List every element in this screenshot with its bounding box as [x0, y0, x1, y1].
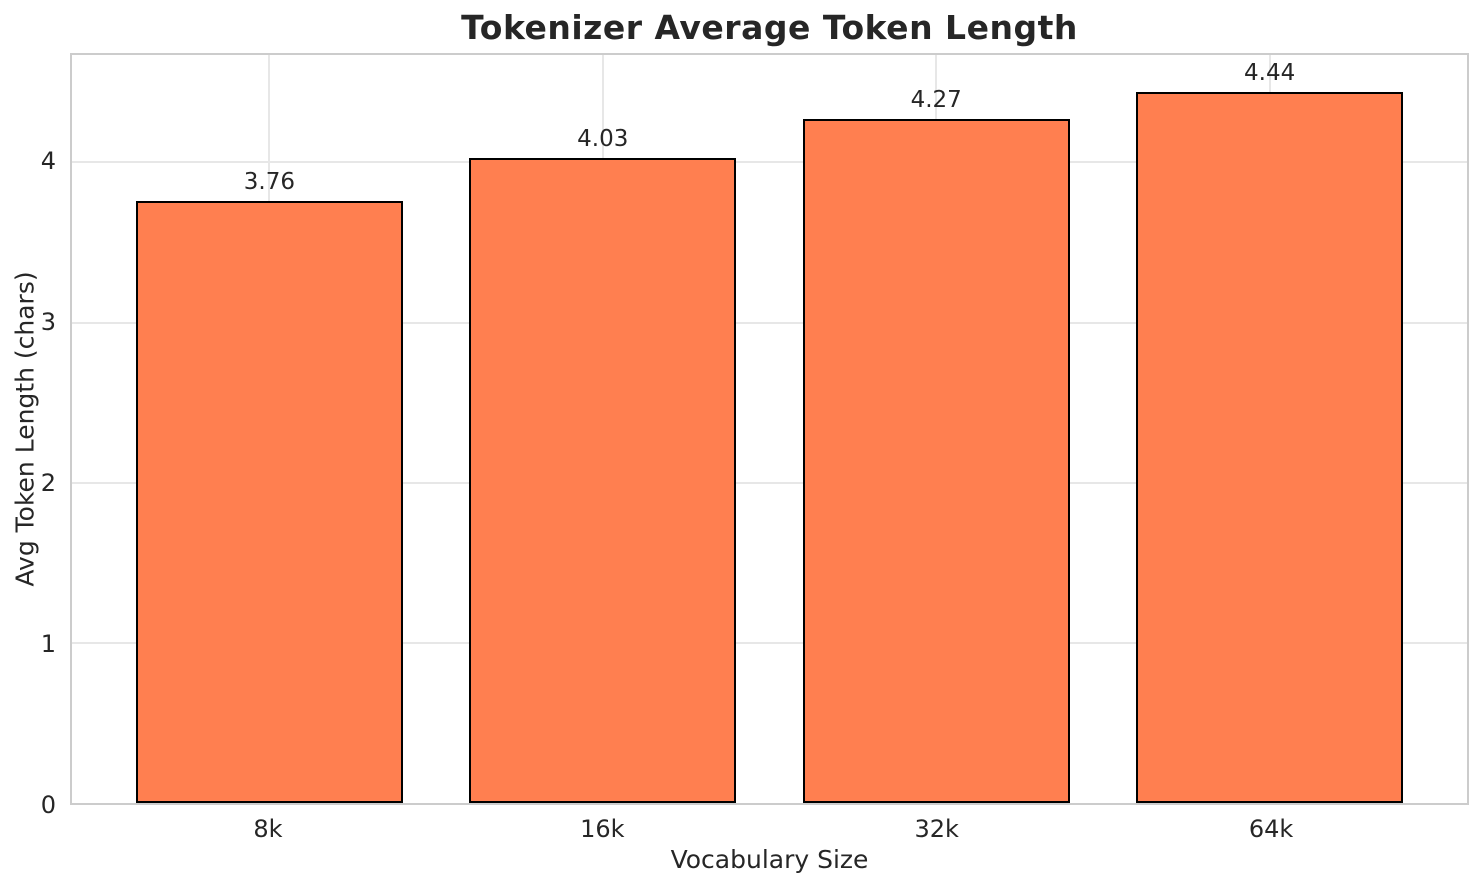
gridline-h [72, 161, 1467, 164]
bar-value-label: 4.44 [1244, 59, 1296, 86]
y-tick-label: 1 [40, 629, 56, 658]
y-tick-label: 3 [40, 307, 56, 336]
x-tick-label: 64k [1248, 815, 1294, 843]
x-tick-label: 32k [914, 815, 959, 843]
bar-8k [136, 200, 403, 803]
bar-64k [1136, 91, 1403, 803]
gridline-h [72, 641, 1467, 644]
x-tick-label: 16k [580, 815, 625, 843]
gridline-h [72, 321, 1467, 324]
plot-area: 3.76 4.03 4.27 4.44 [70, 53, 1469, 805]
chart-title: Tokenizer Average Token Length [461, 8, 1078, 47]
gridline-h [72, 481, 1467, 484]
bar-16k [469, 157, 737, 803]
bar-value-label: 4.27 [910, 87, 962, 114]
x-axis-label: Vocabulary Size [670, 845, 869, 874]
bar-value-label: 3.76 [243, 168, 295, 195]
bar-value-label: 4.03 [577, 125, 629, 152]
y-tick-label: 0 [40, 791, 56, 819]
y-tick-label: 4 [40, 146, 56, 175]
bar-32k [802, 119, 1070, 803]
y-tick-label: 2 [40, 468, 56, 497]
x-tick-label: 8k [253, 815, 283, 843]
